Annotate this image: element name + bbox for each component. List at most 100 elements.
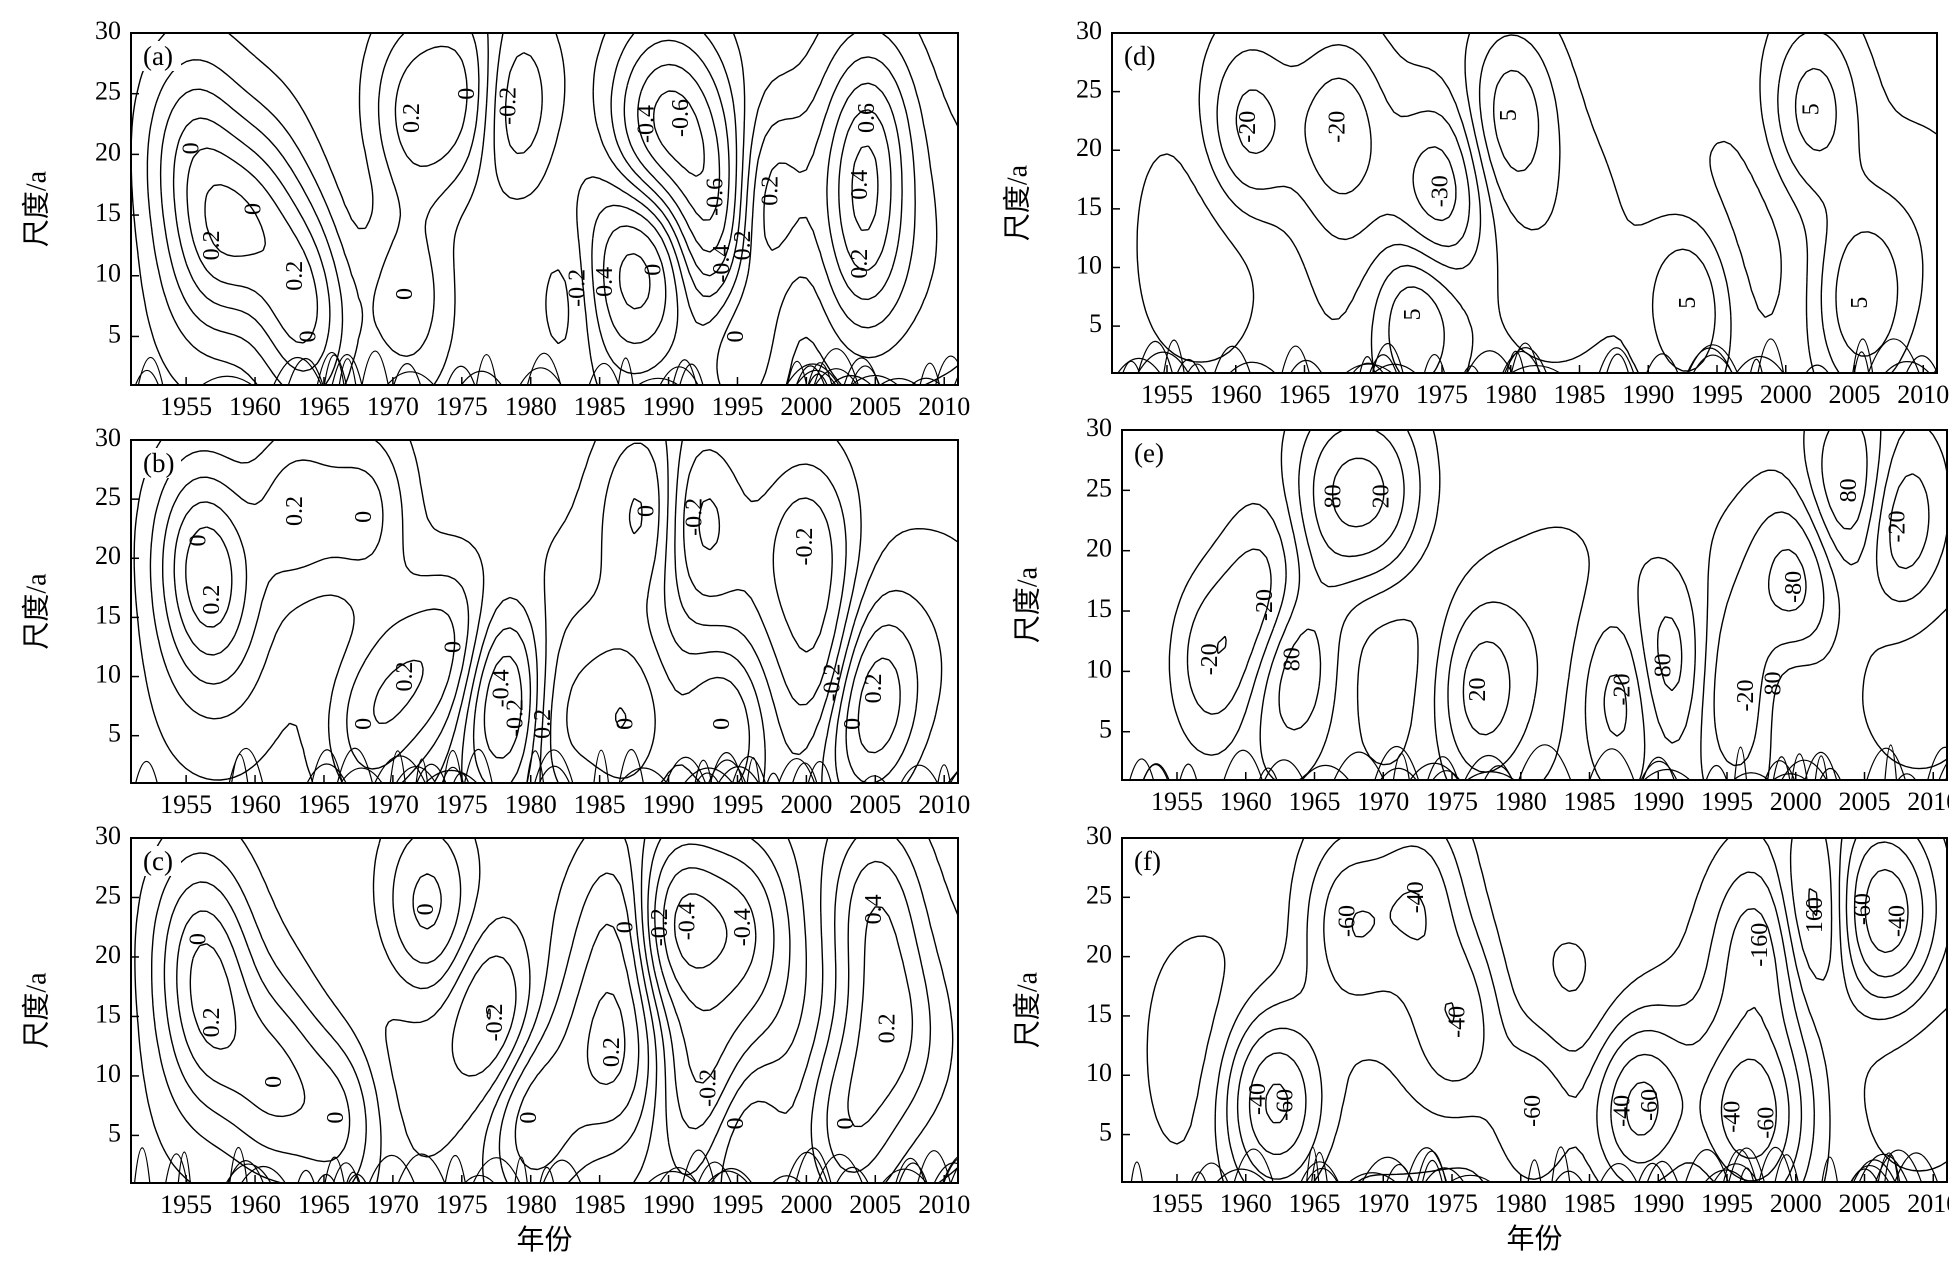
small-scale-contour [618, 748, 644, 783]
small-scale-contour [1692, 354, 1733, 373]
contour-lines [1129, 430, 1947, 780]
contour-label: 0 [454, 88, 480, 100]
small-scale-contour [464, 1174, 495, 1183]
small-scale-contour [1713, 1163, 1759, 1182]
contour-label: 0.2 [757, 176, 783, 206]
positive-contour [146, 33, 938, 385]
x-tick-label: 1955 [160, 392, 212, 421]
x-tick-label: 2010 [1907, 787, 1949, 816]
x-tick-label: 1995 [711, 1190, 763, 1219]
x-tick-label: 1990 [1622, 380, 1674, 409]
x-tick-label: 1970 [1357, 1189, 1409, 1218]
contour-label: -20 [1884, 511, 1910, 543]
panel-label-bg [137, 448, 181, 478]
y-tick-label: 20 [95, 541, 121, 570]
y-tick-label: 25 [1086, 880, 1112, 909]
small-scale-contour [1927, 746, 1947, 780]
small-scale-contour [766, 772, 781, 783]
small-scale-contour [542, 1159, 582, 1183]
contour-label: 0.2 [282, 261, 308, 291]
contour-lines [133, 440, 958, 783]
x-tick-label: 1960 [1210, 380, 1262, 409]
small-scale-contour [1281, 345, 1310, 373]
contour-label: 5 [1496, 109, 1522, 121]
x-tick-label: 2005 [849, 790, 901, 819]
small-scale-contour [1866, 747, 1906, 780]
small-scale-contour [880, 377, 918, 385]
small-scale-contour [1300, 1161, 1339, 1182]
small-scale-contour [443, 749, 463, 783]
contour-label: -30 [1428, 175, 1454, 207]
small-scale-contour [331, 353, 363, 385]
positive-contour [1388, 33, 1924, 373]
contour-label: -60 [1754, 1107, 1780, 1139]
x-tick-label: 1980 [505, 1190, 557, 1219]
contour-label: -40 [1884, 905, 1910, 937]
small-scale-contour [348, 1173, 367, 1183]
small-scale-contour [935, 355, 958, 385]
small-scale-contour [679, 363, 704, 385]
x-tick-label: 1955 [160, 790, 212, 819]
small-scale-contour [659, 1166, 698, 1183]
panel-label: (c) [143, 846, 173, 876]
small-scale-contour [619, 767, 668, 783]
x-tick-label: 2005 [1829, 380, 1881, 409]
x-tick-label: 1965 [298, 1190, 350, 1219]
small-scale-contour [1194, 1162, 1229, 1182]
contour-label: -40 [1403, 881, 1429, 913]
small-scale-contour [1518, 744, 1572, 780]
y-tick-label: 30 [1086, 413, 1112, 442]
x-tick-label: 2000 [1760, 380, 1812, 409]
x-tick-label: 1985 [1564, 787, 1616, 816]
small-scale-contour [460, 370, 502, 385]
negative-contour [1236, 841, 1924, 1182]
small-scale-contour [539, 1166, 555, 1183]
small-scale-contour [1372, 342, 1404, 373]
x-axis-label: 年份 [516, 1224, 572, 1256]
small-scale-contour [464, 749, 493, 783]
positive-contour [1278, 430, 1868, 773]
small-scale-contour [1867, 338, 1920, 373]
contour-label: 0 [351, 511, 377, 523]
x-tick-label: 1995 [1691, 380, 1743, 409]
contour-label: -0.2 [682, 498, 708, 536]
positive-contour [162, 459, 919, 783]
contour-label: -60 [1334, 905, 1360, 937]
contour-label: 0 [640, 264, 666, 276]
contour-label: -40 [1444, 1006, 1470, 1038]
small-scale-contour [1819, 767, 1841, 780]
small-scale-contour [836, 1166, 869, 1183]
y-tick-label: 20 [1086, 534, 1112, 563]
small-scale-contour [895, 1158, 926, 1183]
small-scale-contour [514, 1156, 528, 1183]
contour-label: 0 [840, 718, 866, 730]
plot-frame [1121, 837, 1948, 1183]
small-scale-contour [1179, 763, 1198, 780]
x-tick-label: 1975 [436, 1190, 488, 1219]
small-scale-contour [1449, 1174, 1491, 1182]
panel-label: (d) [1124, 41, 1155, 71]
negative-contour [472, 449, 847, 783]
x-tick-label: 1960 [229, 790, 281, 819]
small-scale-contour [297, 1169, 315, 1183]
small-scale-contour [538, 765, 571, 783]
small-scale-contour [316, 351, 347, 385]
x-tick-label: 1970 [367, 1190, 419, 1219]
contour-label: -0.2 [695, 1069, 721, 1107]
x-tick-label: 1975 [436, 392, 488, 421]
contour-label: -20 [1733, 680, 1759, 712]
small-scale-contour [1427, 756, 1459, 780]
contour-lines [1130, 838, 1947, 1182]
positive-contour [133, 440, 958, 783]
small-scale-contour [1705, 764, 1728, 780]
small-scale-contour [732, 755, 766, 783]
small-scale-contour [593, 749, 610, 783]
small-scale-contour [1734, 746, 1748, 780]
negative-contour [486, 843, 775, 1084]
small-scale-contour [665, 756, 707, 783]
x-tick-label: 1995 [1701, 787, 1753, 816]
y-axis-label: 尺度/a [1011, 971, 1043, 1048]
y-axis-label: 尺度/a [1001, 164, 1033, 241]
small-scale-contour [1638, 1162, 1667, 1182]
